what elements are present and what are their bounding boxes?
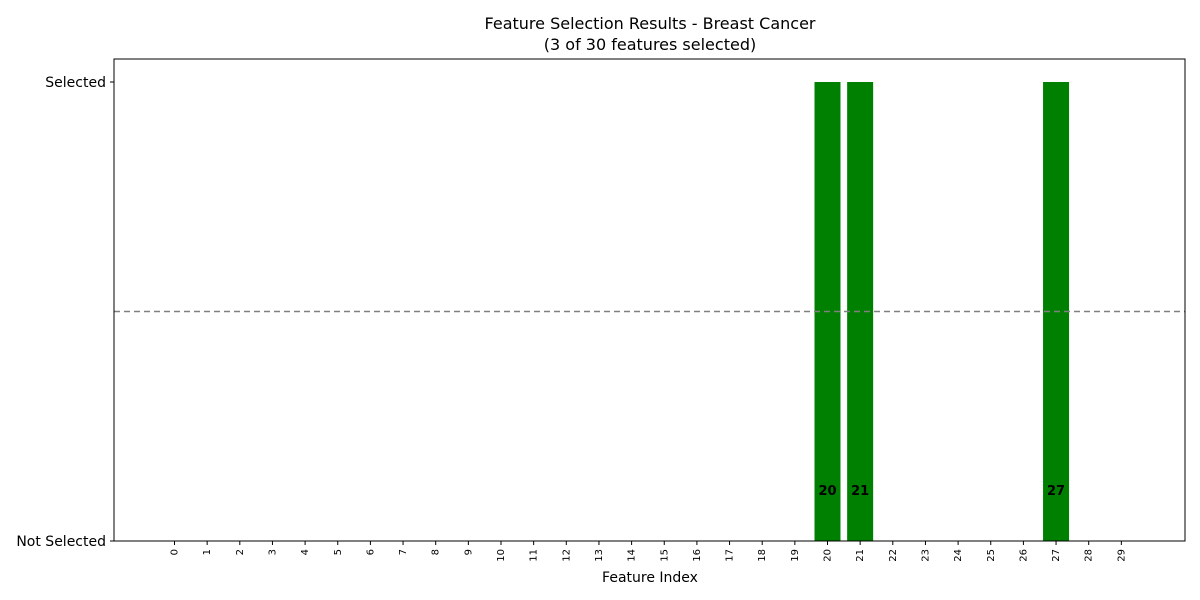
x-tick-label-23: 23 — [920, 549, 931, 562]
x-tick-label-9: 9 — [463, 549, 474, 555]
x-tick-label-6: 6 — [365, 549, 376, 555]
chart-subtitle: (3 of 30 features selected) — [544, 35, 756, 54]
x-tick-label-12: 12 — [561, 549, 572, 562]
x-tick-label-14: 14 — [627, 549, 638, 562]
x-tick-label-0: 0 — [170, 549, 181, 555]
chart-title: Feature Selection Results - Breast Cance… — [485, 14, 816, 33]
x-tick-label-4: 4 — [300, 549, 311, 555]
x-tick-label-28: 28 — [1084, 549, 1095, 562]
x-tick-label-1: 1 — [202, 549, 213, 555]
bar-label-27: 27 — [1047, 484, 1065, 499]
x-tick-label-15: 15 — [659, 549, 670, 562]
x-tick-label-8: 8 — [431, 549, 442, 555]
plot-frame — [113, 58, 1186, 542]
x-axis-label: Feature Index — [602, 570, 698, 586]
y-tick-label-1: Selected — [45, 75, 106, 91]
x-tick-label-2: 2 — [235, 549, 246, 555]
plot-area: 20 21 270 1 2 3 4 5 6 7 8 9 10 11 12 13 14 15 16 17 18 19 20 21… — [16, 75, 1185, 562]
x-tick-label-5: 5 — [333, 549, 344, 555]
bar-label-21: 21 — [851, 484, 869, 499]
x-tick-label-22: 22 — [888, 549, 899, 562]
x-tick-label-24: 24 — [953, 549, 964, 562]
x-tick-label-19: 19 — [790, 549, 801, 562]
x-tick-label-25: 25 — [986, 549, 997, 562]
x-tick-label-10: 10 — [496, 549, 507, 562]
x-tick-label-29: 29 — [1116, 549, 1127, 562]
x-tick-label-21: 21 — [855, 549, 866, 562]
y-tick-label-0: Not Selected — [16, 534, 106, 550]
x-tick-label-16: 16 — [692, 549, 703, 562]
x-tick-label-17: 17 — [725, 549, 736, 562]
bar-label-20: 20 — [818, 484, 836, 499]
x-tick-label-18: 18 — [757, 549, 768, 562]
x-tick-label-7: 7 — [398, 549, 409, 555]
x-tick-label-27: 27 — [1051, 549, 1062, 562]
x-tick-label-11: 11 — [529, 549, 540, 562]
x-tick-label-20: 20 — [823, 549, 834, 562]
x-tick-label-3: 3 — [267, 549, 278, 555]
x-tick-label-13: 13 — [594, 549, 605, 562]
x-tick-label-26: 26 — [1018, 549, 1029, 562]
